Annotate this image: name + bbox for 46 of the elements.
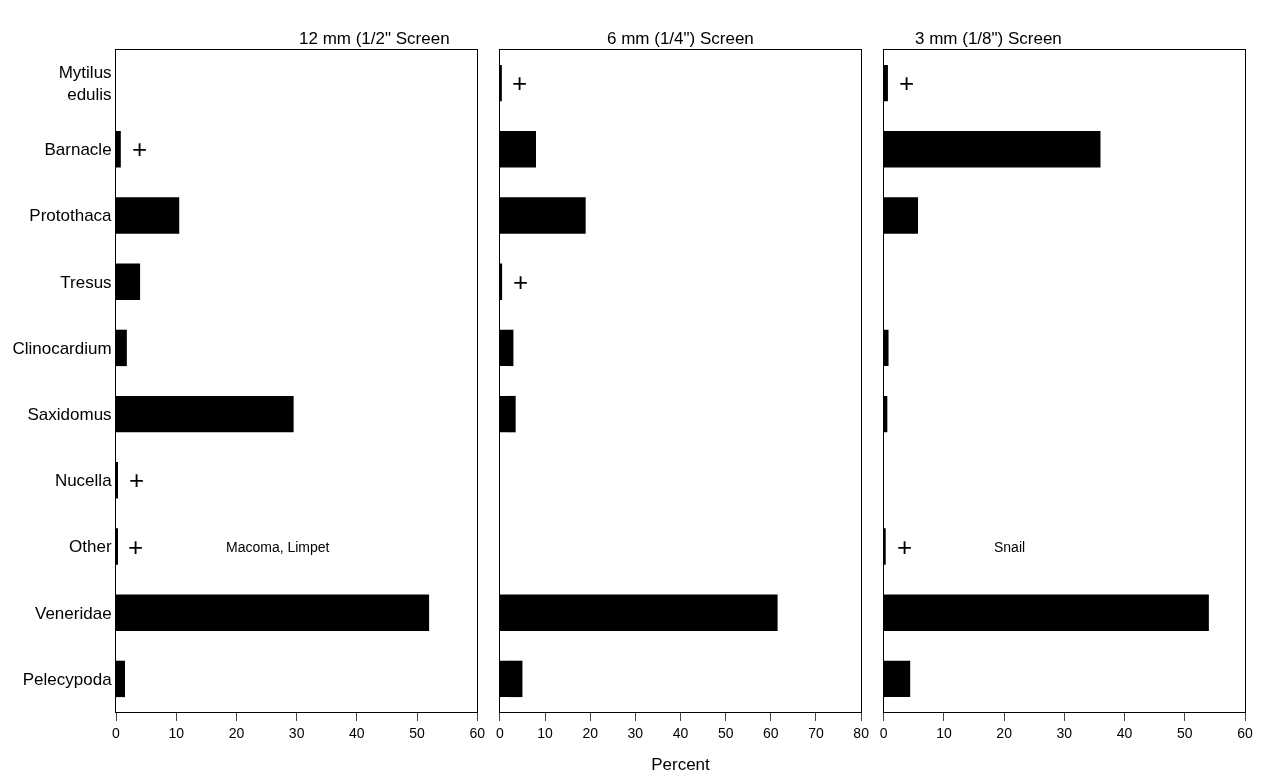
data-label: + bbox=[512, 68, 528, 98]
y-tick-label: Protothaca bbox=[29, 206, 113, 226]
x-tick-label: 40 bbox=[672, 724, 689, 741]
x-tick-label: 20 bbox=[996, 724, 1013, 741]
y-tick-label: Saxidomus bbox=[27, 405, 112, 425]
x-tick-label: 70 bbox=[808, 724, 824, 741]
x-tick-label: 50 bbox=[1177, 724, 1193, 741]
data-label: + bbox=[897, 532, 913, 562]
x-tick-label: 40 bbox=[1116, 724, 1133, 741]
y-tick-label: Barnacle bbox=[44, 140, 112, 160]
data-label: + bbox=[899, 68, 915, 98]
x-tick-label: 60 bbox=[763, 724, 779, 741]
y-tick-label: Clinocardium bbox=[12, 338, 112, 358]
data-label: + bbox=[128, 532, 144, 562]
x-axis-title: Percent bbox=[651, 755, 711, 775]
annotation: Snail bbox=[994, 539, 1026, 555]
x-tick-label: 20 bbox=[228, 724, 245, 741]
y-tick-label: Mytilus edulis bbox=[58, 63, 112, 105]
x-tick-label: 60 bbox=[1237, 724, 1253, 741]
x-tick-label: 50 bbox=[409, 724, 426, 741]
data-label: + bbox=[132, 134, 148, 164]
chart-title: 12 mm (1/2" Screen bbox=[299, 29, 450, 48]
y-tick-label: Pelecypoda bbox=[22, 669, 113, 689]
y-tick-label: Veneridae bbox=[35, 603, 112, 623]
x-tick-label: 30 bbox=[288, 724, 305, 741]
x-tick-label: 0 bbox=[879, 724, 888, 741]
x-tick-label: 20 bbox=[582, 724, 599, 741]
y-tick-label: Nucella bbox=[54, 471, 113, 491]
x-tick-label: 10 bbox=[936, 724, 952, 741]
chart-title: 3 mm (1/8") Screen bbox=[915, 29, 1062, 48]
x-tick-label: 10 bbox=[168, 724, 185, 741]
y-tick-label: Other bbox=[69, 537, 112, 557]
x-tick-label: 30 bbox=[627, 724, 644, 741]
x-tick-label: 0 bbox=[112, 724, 121, 741]
y-tick-label: Tresus bbox=[60, 272, 112, 292]
x-tick-label: 40 bbox=[349, 724, 365, 741]
x-tick-label: 80 bbox=[853, 724, 870, 741]
x-tick-label: 0 bbox=[495, 724, 504, 741]
chart-title: 6 mm (1/4") Screen bbox=[607, 29, 754, 48]
annotation: Macoma, Limpet bbox=[226, 539, 330, 555]
data-label: + bbox=[129, 465, 145, 495]
x-tick-label: 50 bbox=[717, 724, 734, 741]
x-tick-label: 30 bbox=[1056, 724, 1073, 741]
data-label: + bbox=[513, 267, 529, 297]
x-tick-label: 10 bbox=[537, 724, 554, 741]
x-tick-label: 60 bbox=[469, 724, 486, 741]
